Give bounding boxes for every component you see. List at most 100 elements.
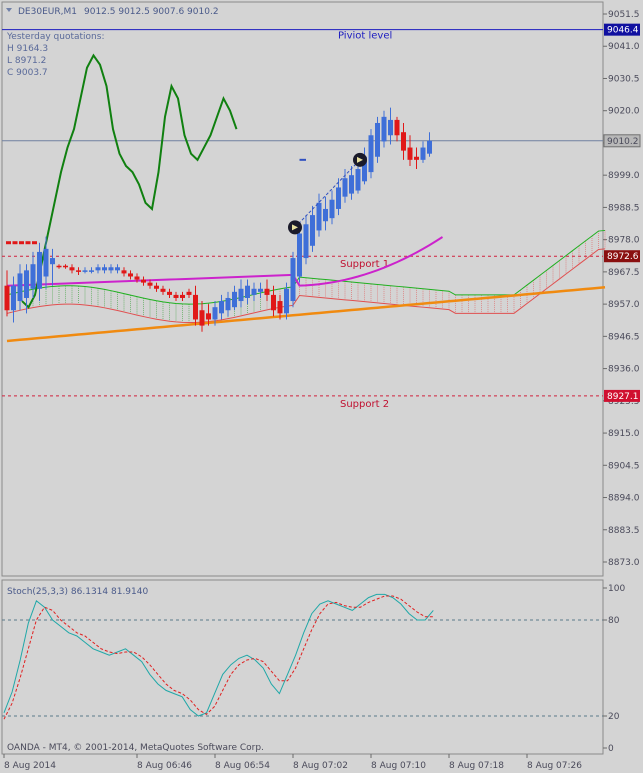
stoch-y-tick-label: 80 [608,616,620,626]
stoch-y-tick-label: 20 [608,712,620,722]
trade-arrow-icon [357,156,363,163]
main-plot-area [1,1,604,577]
candle-body [381,116,387,142]
yesterday-low: L 8971.2 [7,56,46,66]
magenta-ma-line [6,236,444,287]
candle-body [206,313,211,320]
sar-dot [6,241,11,245]
y-tick-label: 9030.5 [608,74,640,84]
y-tick-label: 8936.0 [608,365,640,375]
candle-body [368,135,374,173]
candle-body [128,273,133,277]
candle-body [401,132,406,151]
candle-body [141,279,146,283]
x-tick-label: 8 Aug 2014 [4,761,56,771]
candle-body [43,248,49,277]
y-tick-label: 8873.0 [608,558,640,568]
collapse-triangle-icon[interactable] [6,8,12,12]
sar-dot [32,241,37,245]
stoch-title: Stoch(25,3,3) 86.1314 81.9140 [7,587,148,597]
stoch-series-signal [3,595,434,720]
y-tick-label: 9051.5 [608,10,640,20]
sar-dot [25,241,31,245]
candle-body [225,297,231,311]
candle-body [375,122,380,157]
candle-body [329,199,335,219]
x-tick-label: 8 Aug 06:46 [137,761,192,771]
candle-body [297,233,302,277]
x-tick-label: 8 Aug 07:10 [371,761,426,771]
stoch-chart: 100 80 20 0 [2,584,625,754]
candle-body [108,267,114,271]
trade-connector-line [294,159,361,228]
level-label: Piviot level [338,31,392,42]
long-ma-line [6,286,606,343]
candle-body [193,294,198,320]
level-price-tag-text: 8972.6 [607,252,639,262]
header: DE30EUR,M1 9012.5 9012.5 9007.6 9010.2 Y… [6,7,219,78]
y-tick-label: 8957.0 [608,300,640,310]
candle-body [277,301,283,314]
candle-body [323,208,328,222]
yesterday-close: C 9003.7 [7,68,48,78]
y-tick-label: 8978.0 [608,236,640,246]
candle-body [186,291,192,295]
cloud-top-line [6,229,606,305]
ohlc-label: 9012.5 9012.5 9007.6 9010.2 [84,7,219,17]
candle-body [37,251,42,289]
candle-body [414,156,419,160]
main-chart: 9051.59041.09030.59020.09009.58999.08988… [2,10,641,771]
y-tick-label: 9020.0 [608,107,640,117]
candle-body [264,288,270,295]
candle-body [63,265,68,268]
current-price-tag [603,134,641,148]
lagging-span-line [21,53,238,309]
stoch-y-tick-label: 0 [608,744,614,754]
candle-body [102,267,107,271]
candle-body [316,202,322,231]
candle-body [284,288,289,314]
yesterday-title: Yesterday quotations: [6,32,104,42]
candle-body [238,288,244,302]
y-tick-label: 8988.5 [608,203,640,213]
candle-body [290,258,296,302]
candle-body [4,285,10,311]
x-tick-label: 8 Aug 06:54 [215,761,270,771]
candle-body [394,119,400,136]
current-price-tag-text: 9010.2 [607,137,639,147]
y-tick-label: 8883.5 [608,526,640,536]
candle-body [24,270,29,298]
sar-dot [19,241,24,245]
candle-body [180,294,185,298]
candle-body [407,147,413,160]
x-tick-label: 8 Aug 07:26 [527,761,582,771]
candle-body [17,273,23,302]
candle-body [232,291,237,308]
sar-dot [12,241,18,245]
candle-body [355,169,361,191]
candle-body [95,267,101,271]
candle-body [147,282,153,286]
candle-body [121,270,127,274]
y-tick-label: 8999.0 [608,171,640,181]
y-tick-label: 8894.0 [608,494,640,504]
level-price-tag [604,250,640,263]
x-tick-label: 8 Aug 07:18 [449,761,504,771]
candle-body [219,301,224,314]
candle-body [30,264,36,289]
candle-body [134,276,140,280]
x-tick-label: 8 Aug 07:02 [293,761,348,771]
candle-body [362,156,367,182]
level-price-tag [604,389,640,402]
symbol-label: DE30EUR,M1 [18,7,77,17]
candle-body [89,270,94,272]
stoch-series-main [3,593,434,717]
candle-body [199,310,205,326]
candle-body [342,178,348,197]
candle-body [212,307,218,320]
candle-body [310,215,315,246]
cloud-bottom-line [6,248,606,324]
candle-body [167,291,172,295]
copyright-text: OANDA - MT4, © 2001-2014, MetaQuotes Sof… [7,743,264,753]
